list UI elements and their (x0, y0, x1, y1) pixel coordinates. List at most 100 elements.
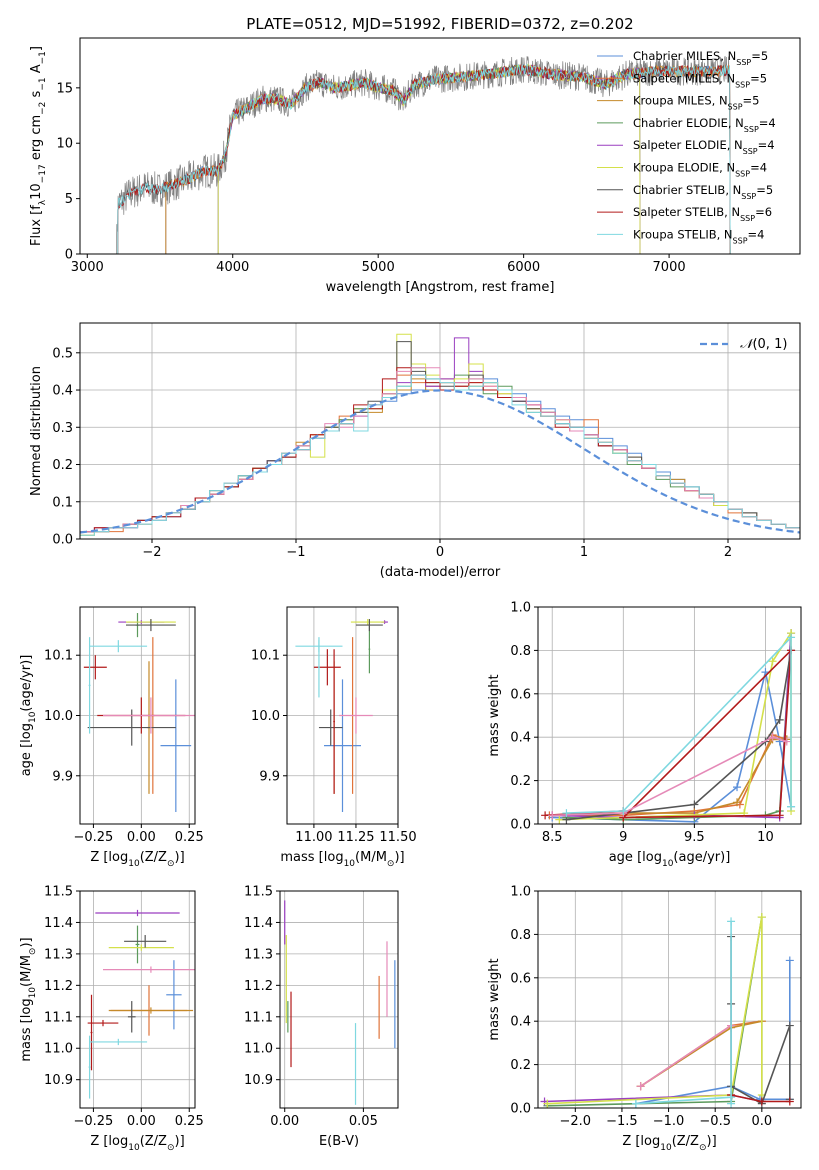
y-tick-label: 11.5 (44, 885, 73, 900)
y-tick-label: 11.2 (244, 979, 273, 994)
legend-entry: Kroupa MILES, NSSP=5 (633, 94, 759, 112)
x-tick-label: 0.05 (349, 1114, 378, 1129)
errorbar-point (350, 619, 385, 626)
chart-residual-histogram: −2 −1 0 1 2 0.0 0.1 0.2 0.3 0.4 0.5 (data-model)/er… (29, 322, 801, 580)
x-tick-label: 8.5 (542, 830, 563, 845)
y-tick-label: 0.0 (52, 533, 73, 548)
chart-mass-weight-vs-age: 8.5 9 9.5 10 0.0 0.2 0.4 0.6 0.8 1.0 age [log10(ag… (487, 601, 802, 869)
y-axis-label: Flux [fλ10−17 erg cm−2 s−1 A−1] (29, 46, 48, 246)
y-tick-label: 9.9 (52, 769, 73, 784)
x-tick-label: 0.00 (127, 830, 156, 845)
errorbar-point (318, 709, 343, 746)
x-tick-label: 0.25 (175, 1114, 204, 1129)
y-tick-label: 11.0 (244, 1042, 273, 1057)
y-tick-label: 9.9 (259, 769, 280, 784)
y-tick-label: 0.5 (52, 346, 73, 361)
x-tick-label: 5000 (362, 260, 395, 275)
y-tick-label: 10.1 (251, 649, 280, 664)
y-tick-label: 0.3 (52, 421, 73, 436)
y-tick-label: 11.0 (44, 1042, 73, 1057)
errorbar-point (95, 909, 180, 917)
x-tick-label: 0 (436, 545, 444, 560)
errorbar-point (108, 944, 174, 951)
x-tick-label: 6000 (507, 260, 540, 275)
x-tick-label: 3000 (71, 260, 104, 275)
mass-weight-line (730, 936, 791, 1105)
x-tick-label: 0.25 (175, 830, 204, 845)
chart-mass-vs-ebv: 0.00 0.05 10.9 11.0 11.1 11.2 11.3 11.4 11.5 E(B-… (244, 885, 399, 1149)
plus-marker (690, 800, 699, 809)
x-tick-label: 4000 (216, 260, 249, 275)
x-axis-label: wavelength [Angstrom, rest frame] (326, 280, 555, 295)
plus-marker (787, 802, 796, 811)
errorbar-point (135, 925, 140, 964)
x-tick-label: 11.50 (379, 830, 416, 845)
plus-marker (782, 737, 791, 746)
x-tick-label: −0.25 (73, 1114, 113, 1129)
errorbar-point (127, 1001, 136, 1033)
axes-frame (537, 606, 802, 825)
x-tick-label: 0.00 (127, 1114, 156, 1129)
y-tick-label: 10.0 (44, 709, 73, 724)
mass-weight-line (559, 630, 792, 821)
y-tick-label: 0.6 (510, 971, 531, 986)
y-tick-label: 0.4 (52, 384, 73, 399)
plus-marker (775, 715, 784, 724)
mass-weight-line (547, 916, 763, 1105)
mass-weight-line (552, 632, 792, 819)
y-tick-label: 0.0 (510, 818, 531, 833)
plus-marker (785, 1097, 794, 1106)
x-tick-label: 9 (619, 830, 627, 845)
legend-entry: Chabrier ELODIE, NSSP=4 (633, 116, 776, 133)
legend-entry: Kroupa ELODIE, NSSP=4 (633, 161, 767, 179)
errorbar-point (313, 649, 341, 686)
x-tick-label: 9.5 (684, 830, 705, 845)
y-tick-label: 10.0 (251, 709, 280, 724)
y-tick-label: 11.3 (44, 947, 73, 962)
plus-marker (733, 798, 742, 807)
plus-marker (636, 1082, 645, 1091)
legend-entry: Kroupa STELIB, NSSP=4 (633, 227, 764, 245)
y-tick-label: 0.8 (510, 644, 531, 659)
errorbar-point (318, 637, 320, 698)
errorbar-point (160, 679, 192, 812)
y-tick-label: 11.5 (244, 885, 273, 900)
chart-age-vs-z: −0.25 0.00 0.25 9.9 10.0 10.1 Z [log10(Z/Z⊙)] a… (19, 606, 204, 869)
plus-marker (543, 1099, 552, 1108)
x-axis-label: mass [log10(M/M⊙)] (280, 850, 404, 869)
errorbar-point (103, 966, 195, 973)
plus-marker (785, 1021, 794, 1030)
plus-marker (768, 657, 777, 666)
plus-marker (757, 1097, 766, 1106)
x-tick-label: 0.0 (751, 1114, 772, 1129)
y-tick-label: 11.4 (44, 916, 73, 931)
y-tick-label: 0.0 (510, 1102, 531, 1117)
legend-entry: Chabrier MILES, NSSP=5 (633, 49, 768, 67)
errorbar-point (103, 697, 195, 734)
x-axis-label: Z [log10(Z/Z⊙)] (622, 1134, 716, 1153)
errorbar-point (88, 1035, 91, 1099)
plus-marker (727, 917, 736, 926)
plus-marker (775, 811, 784, 820)
plus-marker (785, 956, 794, 965)
y-tick-label: 0.2 (510, 774, 531, 789)
x-tick-label: 2 (724, 545, 732, 560)
plus-marker (733, 783, 742, 792)
errorbar-point (126, 619, 176, 632)
y-tick-label: 1.0 (510, 601, 531, 616)
axes-frame (279, 890, 399, 1109)
y-tick-label: 0.4 (510, 1015, 531, 1030)
plus-marker (541, 811, 550, 820)
errorbar-point (90, 994, 93, 1071)
x-tick-label: −2 (142, 545, 161, 560)
plus-marker (548, 811, 557, 820)
figure-title: PLATE=0512, MJD=51992, FIBERID=0372, z=0… (246, 15, 633, 33)
errorbar-point (89, 640, 148, 653)
x-tick-label: −2.0 (560, 1114, 592, 1129)
legend-entry: 𝒩(0, 1) (740, 337, 787, 352)
plus-marker (787, 633, 796, 642)
y-tick-label: 0.2 (510, 1058, 531, 1073)
y-tick-label: 0.6 (510, 687, 531, 702)
y-tick-label: 10.1 (44, 649, 73, 664)
